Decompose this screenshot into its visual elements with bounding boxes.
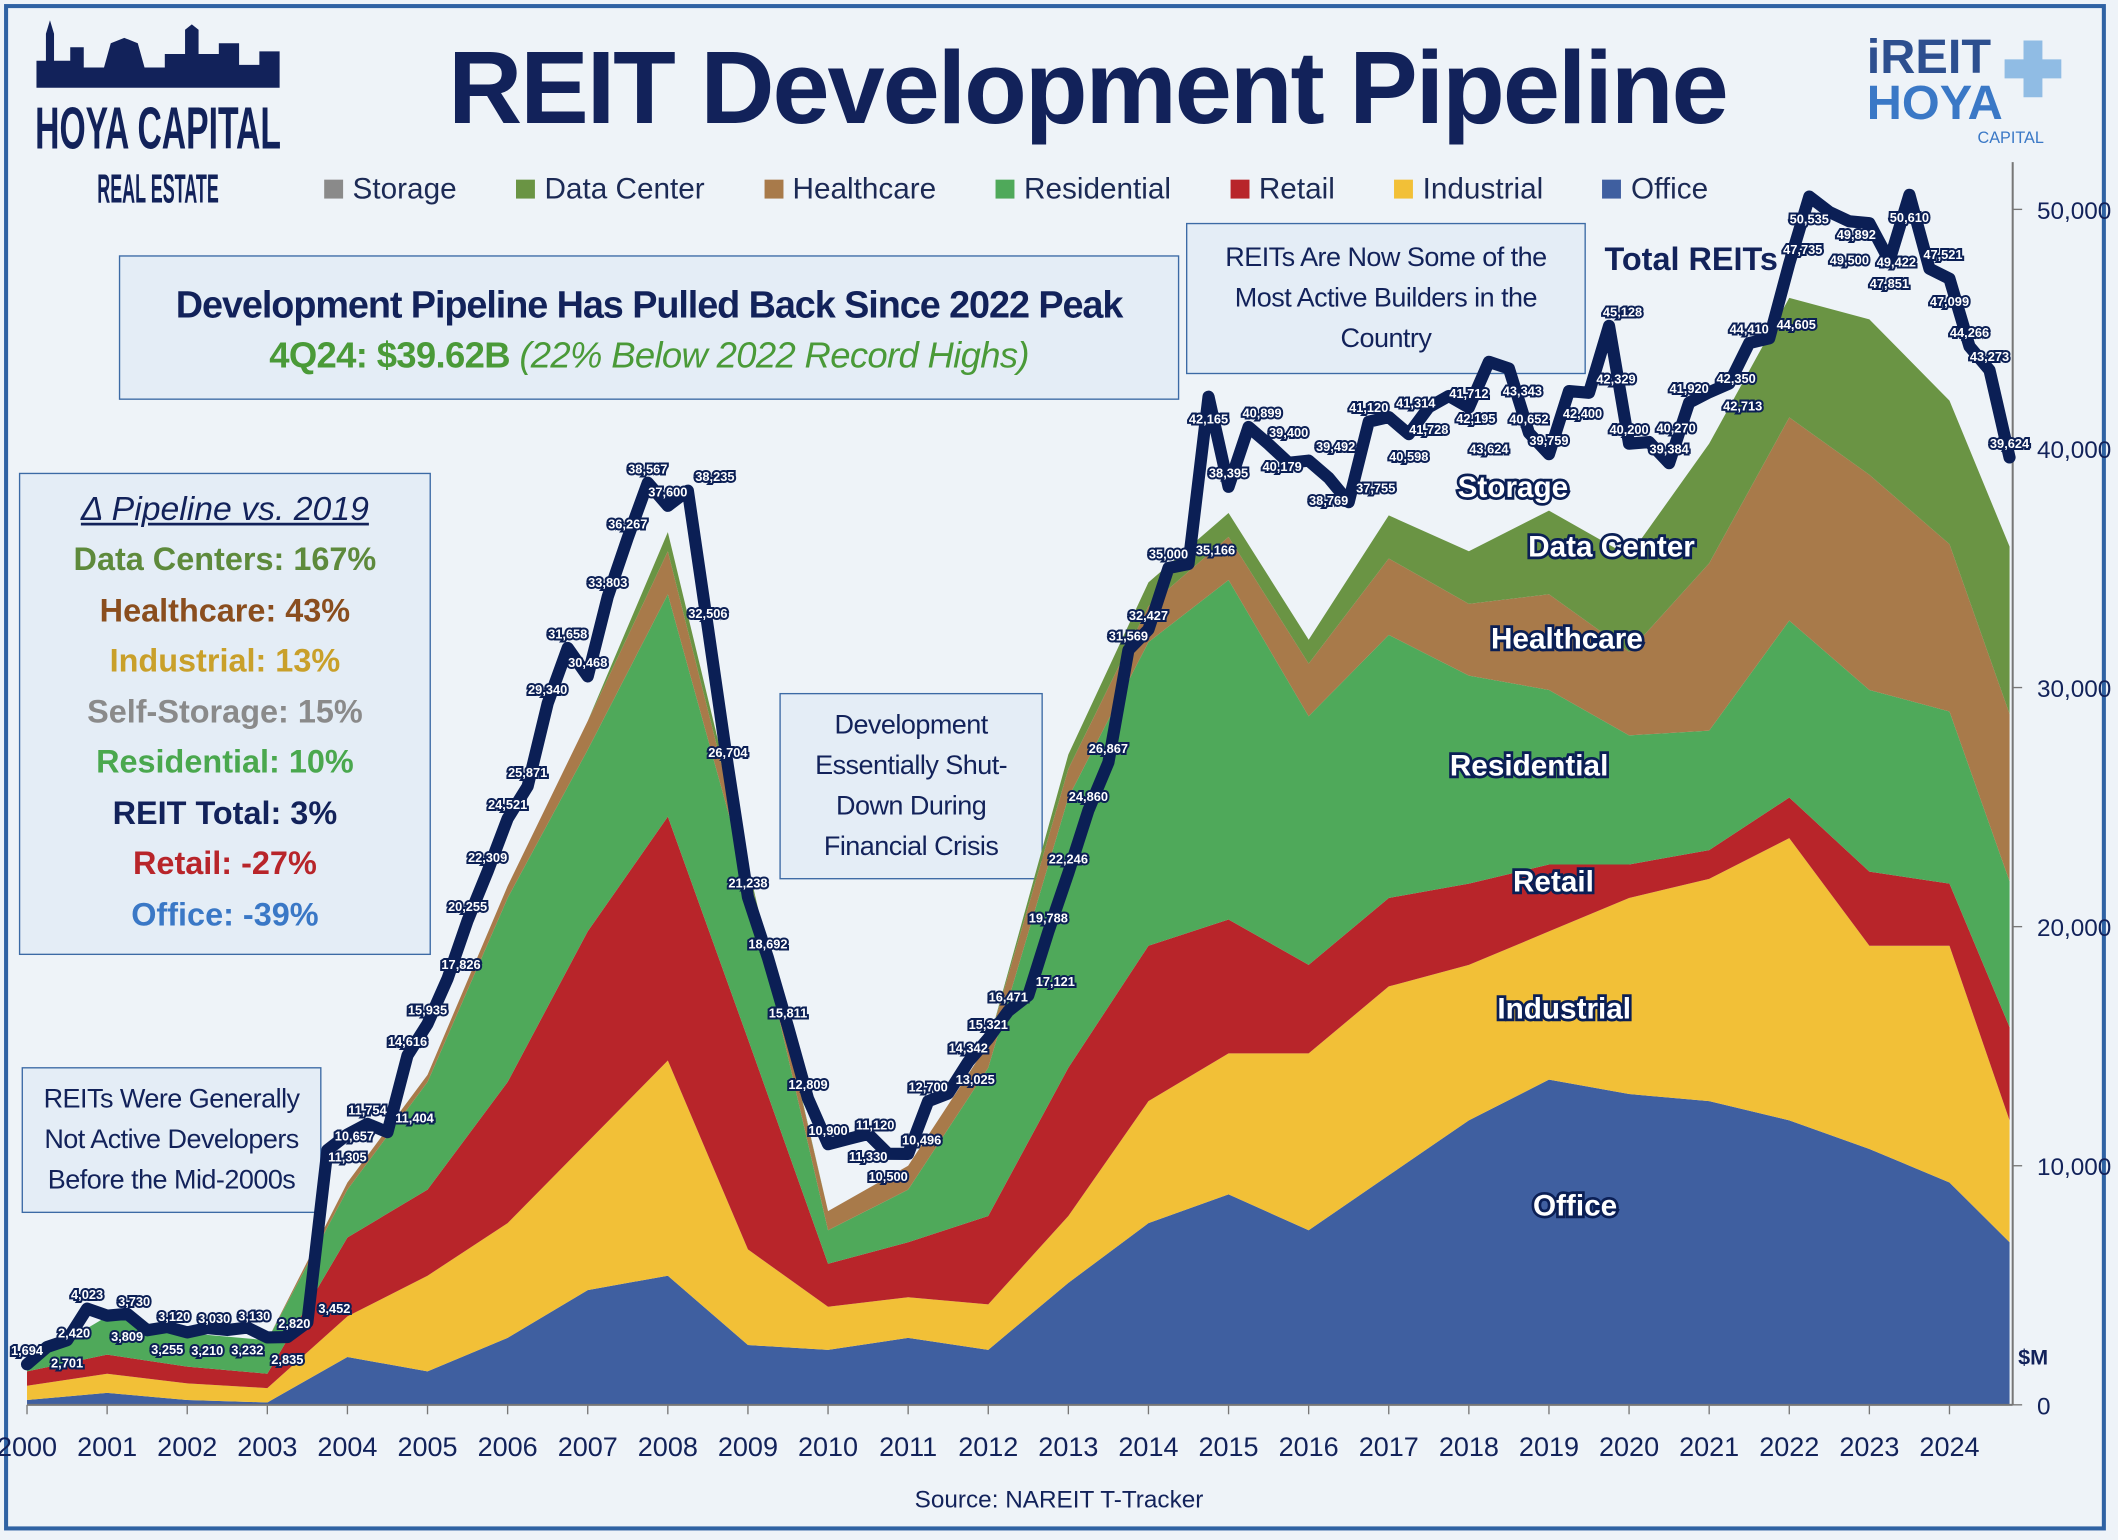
delta-row: Residential: 10%: [96, 744, 354, 781]
legend-swatch: [764, 179, 784, 199]
legend-item-storage: Storage: [324, 171, 457, 207]
delta-pipeline-box: Δ Pipeline vs. 2019 Data Centers: 167% He…: [18, 472, 431, 956]
delta-row: REIT Total: 3%: [112, 794, 338, 832]
hoya-capital-logo: HOYA CAPITAL REAL ESTATE: [30, 14, 287, 217]
logo-left-line2: REAL ESTATE: [97, 166, 219, 212]
delta-heading: Δ Pipeline vs. 2019: [80, 490, 369, 529]
builders-annotation: REITs Are Now Some of the Most Active Bu…: [1186, 222, 1586, 375]
legend-label: Storage: [352, 171, 457, 206]
legend-label: Data Center: [544, 171, 705, 206]
frame-border: [4, 4, 2106, 1531]
crisis-text: Development Essentially Shut-Down During…: [815, 710, 1008, 862]
delta-row: Retail: -27%: [133, 845, 317, 883]
legend-item-residential: Residential: [995, 171, 1172, 207]
legend-label: Retail: [1258, 171, 1335, 206]
source-note: Source: NAREIT T-Tracker: [914, 1485, 1204, 1513]
builders-text: REITs Are Now Some of the Most Active Bu…: [1225, 243, 1547, 354]
headline-value: 4Q24: $39.62B: [269, 334, 510, 376]
delta-row: Data Centers: 167%: [73, 541, 377, 579]
logo-right-line1: iREIT: [1867, 30, 1992, 84]
logo-left-line1: HOYA CAPITAL: [35, 95, 281, 162]
legend-swatch: [995, 179, 1015, 199]
chart-legend: Storage Data Center Healthcare Residential R…: [324, 172, 1767, 207]
logo-right-line3: CAPITAL: [1978, 129, 2044, 147]
delta-row: Office: -39%: [131, 896, 319, 933]
legend-item-office: Office: [1602, 171, 1709, 207]
legend-swatch: [1602, 179, 1622, 199]
delta-row: Industrial: 13%: [109, 642, 341, 680]
legend-label: Residential: [1024, 171, 1172, 206]
legend-item-retail: Retail: [1230, 171, 1335, 207]
skyline-icon: HOYA CAPITAL REAL ESTATE: [35, 20, 281, 212]
legend-swatch: [324, 179, 344, 199]
crisis-annotation: Development Essentially Shut-Down During…: [779, 692, 1043, 880]
headline-value-row: 4Q24: $39.62B (22% Below 2022 Record Hig…: [120, 335, 1178, 377]
logo-right-line2: HOYA: [1867, 76, 2003, 130]
legend-label: Office: [1631, 171, 1709, 206]
headline-note: (22% Below 2022 Record Highs): [519, 334, 1029, 376]
headline-text: Development Pipeline Has Pulled Back Sin…: [175, 283, 1124, 326]
delta-row: Healthcare: 43%: [99, 592, 351, 629]
legend-swatch: [1230, 179, 1250, 199]
headline-box: Development Pipeline Has Pulled Back Sin…: [118, 255, 1180, 400]
legend-swatch: [1394, 179, 1414, 199]
legend-item-data-center: Data Center: [516, 172, 705, 207]
legend-item-industrial: Industrial: [1394, 172, 1543, 207]
legend-swatch: [516, 179, 536, 199]
legend-label: Industrial: [1422, 171, 1544, 206]
page-title: REIT Development Pipeline: [448, 31, 1729, 146]
ireit-hoya-logo: iREIT HOYA CAPITAL: [1864, 30, 2094, 152]
delta-row: Self-Storage: 15%: [87, 693, 363, 731]
legend-label: Healthcare: [792, 171, 937, 206]
cross-icon: [2004, 40, 2062, 98]
early-annotation: REITs Were Generally Not Active Develope…: [21, 1067, 322, 1214]
legend-item-healthcare: Healthcare: [764, 172, 936, 207]
early-text: REITs Were Generally Not Active Develope…: [43, 1084, 300, 1196]
